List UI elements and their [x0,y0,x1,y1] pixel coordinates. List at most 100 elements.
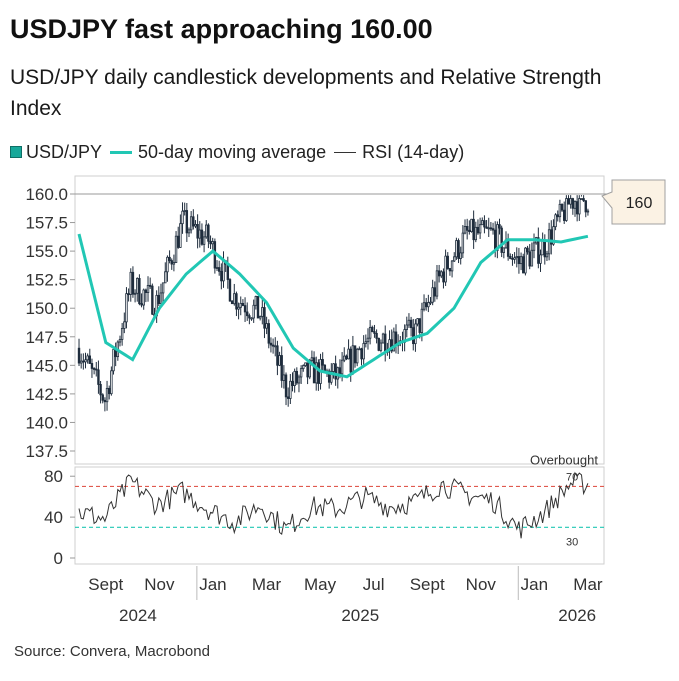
candle-body [340,359,344,375]
candle-body [586,210,590,213]
candle-body [110,370,113,395]
candle-body [550,229,553,245]
candle-body [202,236,206,245]
candle-body [293,370,296,386]
x-month-label: Mar [252,575,282,594]
candle-body [554,214,557,228]
candle-body [412,327,415,345]
candle-body [194,224,197,227]
chart-title: USDJPY fast approaching 160.00 [10,14,433,44]
candle-body [390,339,393,352]
candle-body [358,348,361,351]
candle-body [289,380,292,399]
candle-body [347,348,350,360]
candle-body [437,270,441,277]
candle-body [461,232,465,254]
candle-body [483,220,486,228]
candle-body [513,257,516,260]
candle-body [446,255,449,269]
candle-body [146,284,150,294]
candle-body [582,198,585,202]
candle-body [157,294,161,305]
candle-body [304,362,307,366]
candle-body [373,331,376,334]
candle-body [448,268,452,272]
rsi-plot-frame [74,466,605,565]
rsi-tick-label: 40 [44,508,63,527]
candle-body [196,224,199,239]
candle-body [442,271,445,283]
candle-body [571,198,575,209]
candle-body [92,368,96,370]
candle-body [131,271,135,295]
candle-body [312,357,316,384]
chart-subtitle: USD/JPY daily candlestick developments a… [10,66,602,120]
candle-body [532,242,536,251]
candle-body [222,260,225,282]
candle-body [161,282,165,294]
candle-body [377,337,380,351]
candle-body [101,394,104,401]
oversold-value: 30 [566,536,578,548]
candle-body [392,331,396,352]
candle-body [362,343,365,360]
candle-body [164,271,167,284]
candle-body [539,254,542,264]
candle-body [457,240,460,259]
x-month-label: Sept [410,575,445,594]
candle-body [211,241,214,245]
candle-body [297,376,301,384]
source-note: Source: Convera, Macrobond [14,643,210,660]
candle-body [418,318,421,333]
candle-body [455,240,458,258]
x-month-label: Jan [521,575,548,594]
candle-body [88,355,91,364]
candle-body [379,342,383,351]
price-tick-label: 137.5 [25,442,68,461]
candle-body [239,302,242,308]
candle-body [99,384,102,396]
legend-label-rsi: RSI (14-day) [362,141,465,162]
candle-body [103,399,107,403]
x-month-label: May [304,575,337,594]
rsi-tick-label: 80 [44,467,63,486]
candle-body [248,315,251,319]
candle-body [168,256,171,261]
candle-body [181,210,184,225]
candle-body [407,319,411,326]
candle-body [368,326,372,339]
candle-body [97,369,100,385]
overbought-label: Overbought [530,452,598,467]
candle-body [258,316,262,319]
candle-body [528,251,531,267]
candle-body [478,224,482,234]
candle-body [205,224,208,238]
price-tick-label: 152.5 [25,271,68,290]
candle-body [261,307,264,317]
candle-body [472,218,475,241]
candle-body [332,363,335,372]
candle-body [519,256,523,265]
candle-body [569,198,572,205]
candle-body [144,289,148,294]
candle-body [506,239,510,257]
candle-body [235,293,238,310]
candle-body [334,363,337,380]
candle-body [556,214,559,218]
x-axis: Sept Nov Jan Mar May Jul Sept Nov Jan Mar 2024 2025… [88,566,603,625]
legend-item-usdjpy: USD/JPY [10,142,102,163]
candle-body [284,374,288,398]
candle-body [498,224,501,229]
candle-body [228,279,232,302]
candle-body [541,240,544,256]
x-year-label: 2024 [119,606,157,625]
candle-body [315,362,318,384]
candle-body [440,271,443,277]
price-plot-frame [74,175,605,465]
candle-body [185,210,189,234]
candle-body [321,359,324,366]
candle-body [209,240,212,245]
candle-body [230,300,234,305]
candle-body [429,301,432,304]
candle-body [573,201,577,209]
